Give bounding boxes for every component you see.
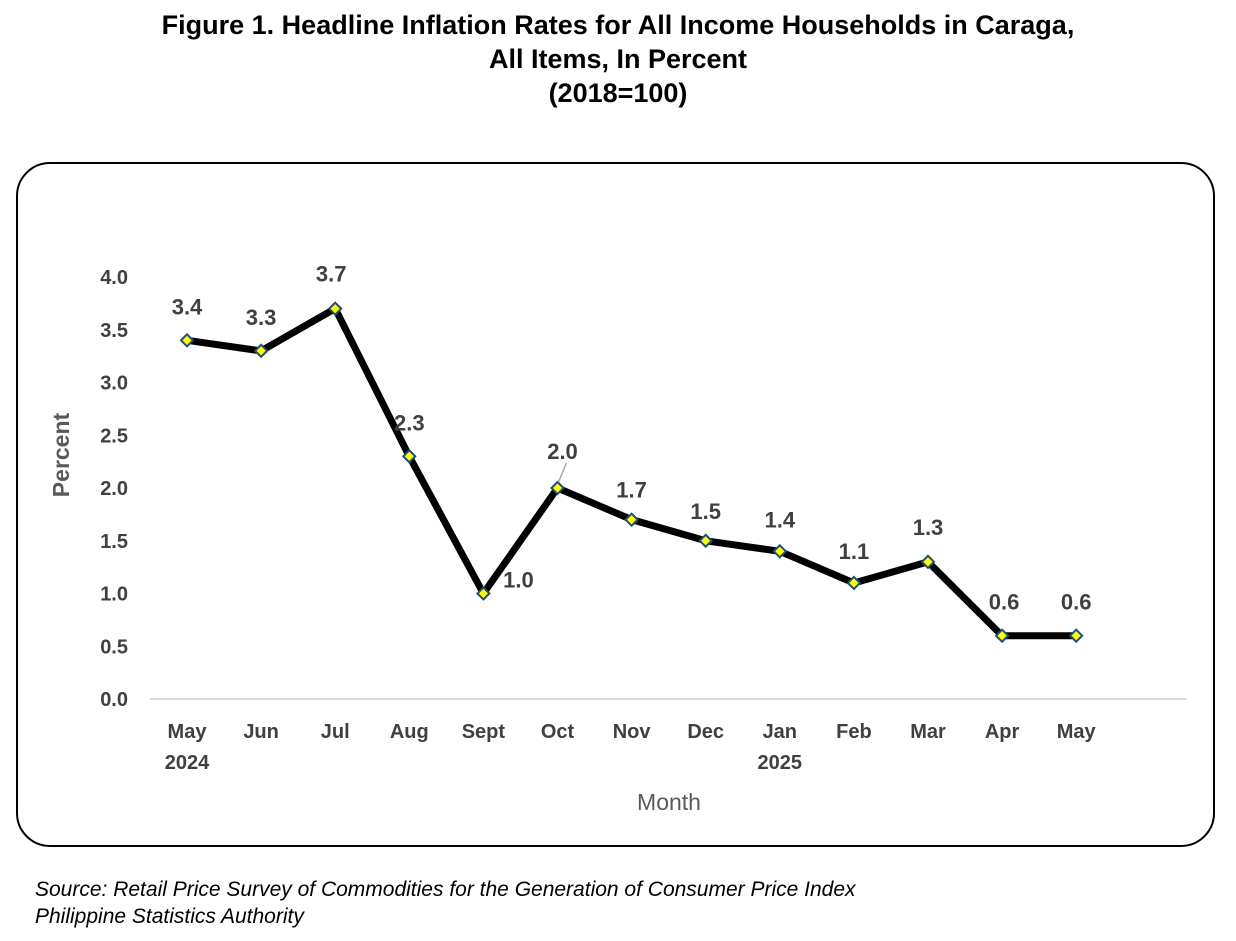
marker-group xyxy=(179,301,1084,644)
figure-title-line1: Figure 1. Headline Inflation Rates for A… xyxy=(161,10,1075,40)
x-tick-sublabel: 2024 xyxy=(165,752,210,774)
data-label: 1.7 xyxy=(616,478,647,503)
data-point-marker xyxy=(475,586,491,601)
y-tick-label: 4.0 xyxy=(100,267,128,289)
y-tick-label: 3.5 xyxy=(100,320,128,342)
x-tick-label: Jul xyxy=(321,721,350,743)
y-tick-label: 1.5 xyxy=(100,531,128,553)
data-point-marker xyxy=(698,533,714,549)
x-tick-label: Dec xyxy=(687,721,724,743)
data-label: 1.5 xyxy=(690,499,721,524)
x-tick-label: Sept xyxy=(462,721,506,743)
series-line xyxy=(183,305,1080,640)
chart-frame xyxy=(16,162,1215,847)
data-label: 0.6 xyxy=(989,590,1020,615)
y-tick-label: 2.0 xyxy=(100,478,128,500)
source-line1: Source: Retail Price Survey of Commoditi… xyxy=(35,878,856,901)
data-label-group: 3.4 3.3 3.7 2.3 1.0 2.0 1.7 1.5 1.4 1.1 1.3 0.6 0.6 xyxy=(172,262,1092,615)
data-point-marker xyxy=(550,480,565,496)
data-point-marker xyxy=(994,628,1010,644)
y-axis-title: Percent xyxy=(48,412,74,497)
series-line-group xyxy=(183,305,1080,640)
data-point-marker xyxy=(624,512,640,528)
y-tick-label: 3.0 xyxy=(100,373,128,395)
x-tick-label: Feb xyxy=(836,721,872,743)
data-label-leader-line xyxy=(557,462,568,483)
data-point-marker xyxy=(1068,628,1084,644)
data-label: 1.4 xyxy=(765,507,796,532)
data-label: 3.3 xyxy=(246,305,277,330)
x-tick-label: Nov xyxy=(613,721,652,743)
x-tick-label: May xyxy=(168,721,208,743)
y-tick-label: 0.0 xyxy=(100,689,128,711)
data-point-marker xyxy=(253,343,269,359)
data-label: 1.3 xyxy=(913,515,944,540)
source-note: Source: Retail Price Survey of Commoditi… xyxy=(35,876,856,930)
y-tick-label: 1.0 xyxy=(100,584,128,606)
data-label: 0.6 xyxy=(1061,590,1092,615)
data-label: 1.1 xyxy=(839,539,870,564)
data-label: 3.7 xyxy=(316,262,347,287)
x-tick-label: Jan xyxy=(763,721,797,743)
x-tick-label: Apr xyxy=(985,721,1020,743)
data-point-marker xyxy=(327,301,343,317)
y-tick-label: 2.5 xyxy=(100,425,128,447)
x-tick-label: Oct xyxy=(541,721,575,743)
x-tick-sublabel: 2025 xyxy=(758,752,803,774)
data-label: 2.3 xyxy=(394,410,425,435)
data-label: 3.4 xyxy=(172,294,203,319)
source-line2: Philippine Statistics Authority xyxy=(35,905,304,928)
x-tick-label: Mar xyxy=(910,721,946,743)
x-axis-title: Month xyxy=(637,789,701,815)
data-point-marker xyxy=(772,543,788,559)
data-label: 2.0 xyxy=(547,439,578,464)
figure-title: Figure 1. Headline Inflation Rates for A… xyxy=(0,8,1236,110)
x-tick-label: Aug xyxy=(390,721,429,743)
y-tick-label: 0.5 xyxy=(100,636,128,658)
data-point-marker xyxy=(401,448,417,464)
x-tick-label: May xyxy=(1057,721,1097,743)
x-tick-label: Jun xyxy=(243,721,279,743)
data-point-marker xyxy=(920,554,936,570)
axis-group: 0.0 0.5 1.0 1.5 2.0 2.5 3.0 3.5 4.0 May 2024 Jun Jul… xyxy=(48,267,1187,815)
figure-title-line2: All Items, In Percent xyxy=(488,44,748,74)
data-label: 1.0 xyxy=(503,568,534,593)
data-point-marker xyxy=(179,332,195,348)
figure-title-line3: (2018=100) xyxy=(548,78,688,108)
data-point-marker xyxy=(846,575,862,591)
